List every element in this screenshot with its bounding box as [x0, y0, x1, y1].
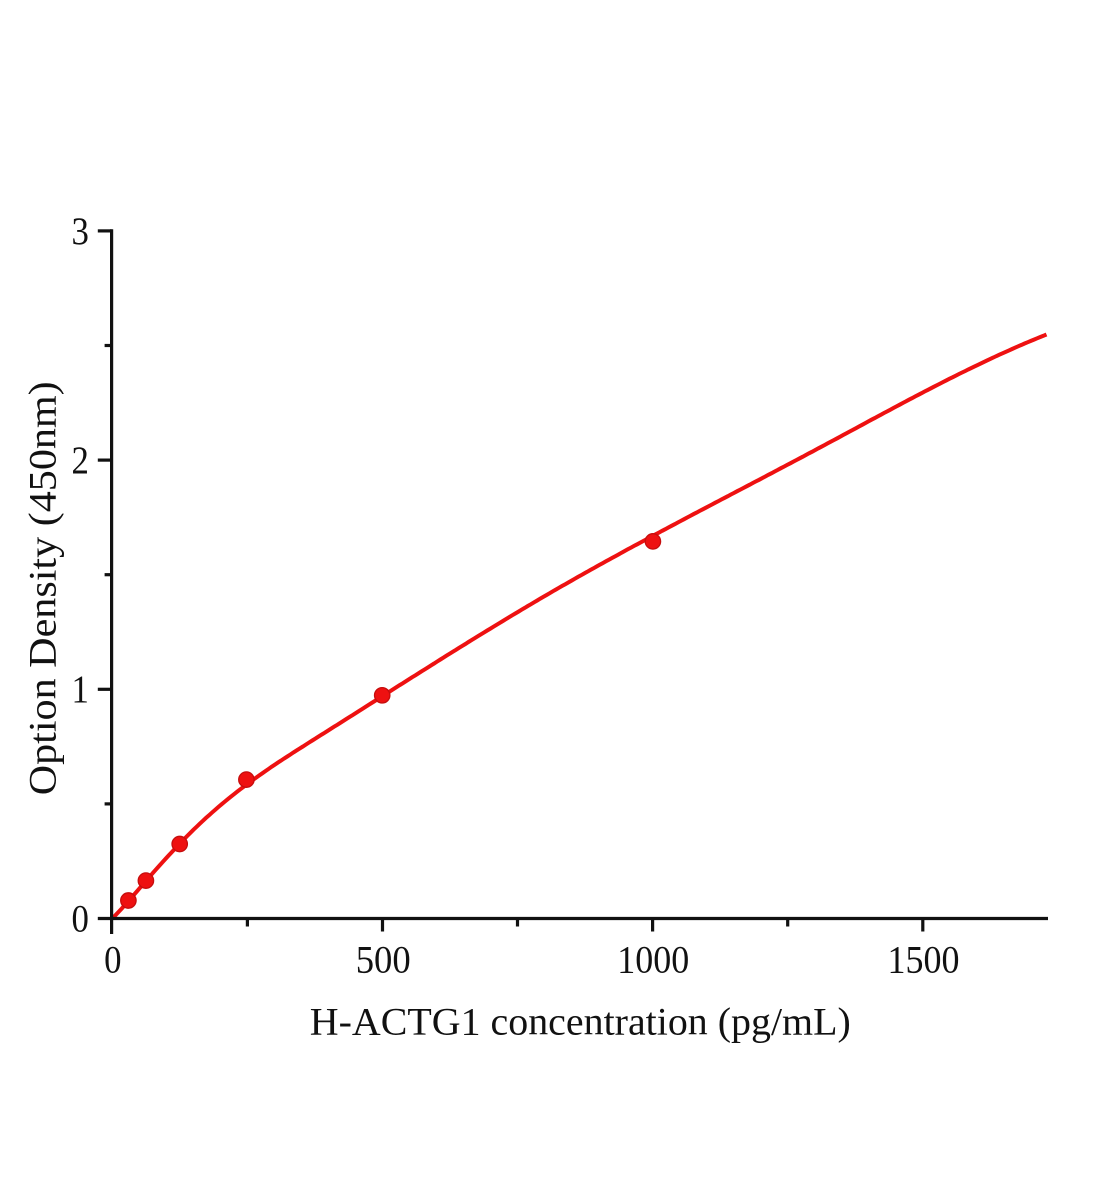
svg-text:500: 500 — [356, 938, 411, 981]
svg-text:1500: 1500 — [888, 938, 960, 981]
svg-text:0: 0 — [104, 938, 121, 981]
svg-text:Option Density (450nm): Option Density (450nm) — [22, 381, 65, 795]
svg-text:0: 0 — [72, 897, 89, 940]
svg-text:H-ACTG1 concentration (pg/mL): H-ACTG1 concentration (pg/mL) — [310, 1001, 851, 1044]
svg-text:2: 2 — [72, 439, 89, 482]
svg-text:1000: 1000 — [617, 938, 689, 981]
svg-text:1: 1 — [72, 668, 89, 711]
svg-text:3: 3 — [72, 210, 89, 253]
